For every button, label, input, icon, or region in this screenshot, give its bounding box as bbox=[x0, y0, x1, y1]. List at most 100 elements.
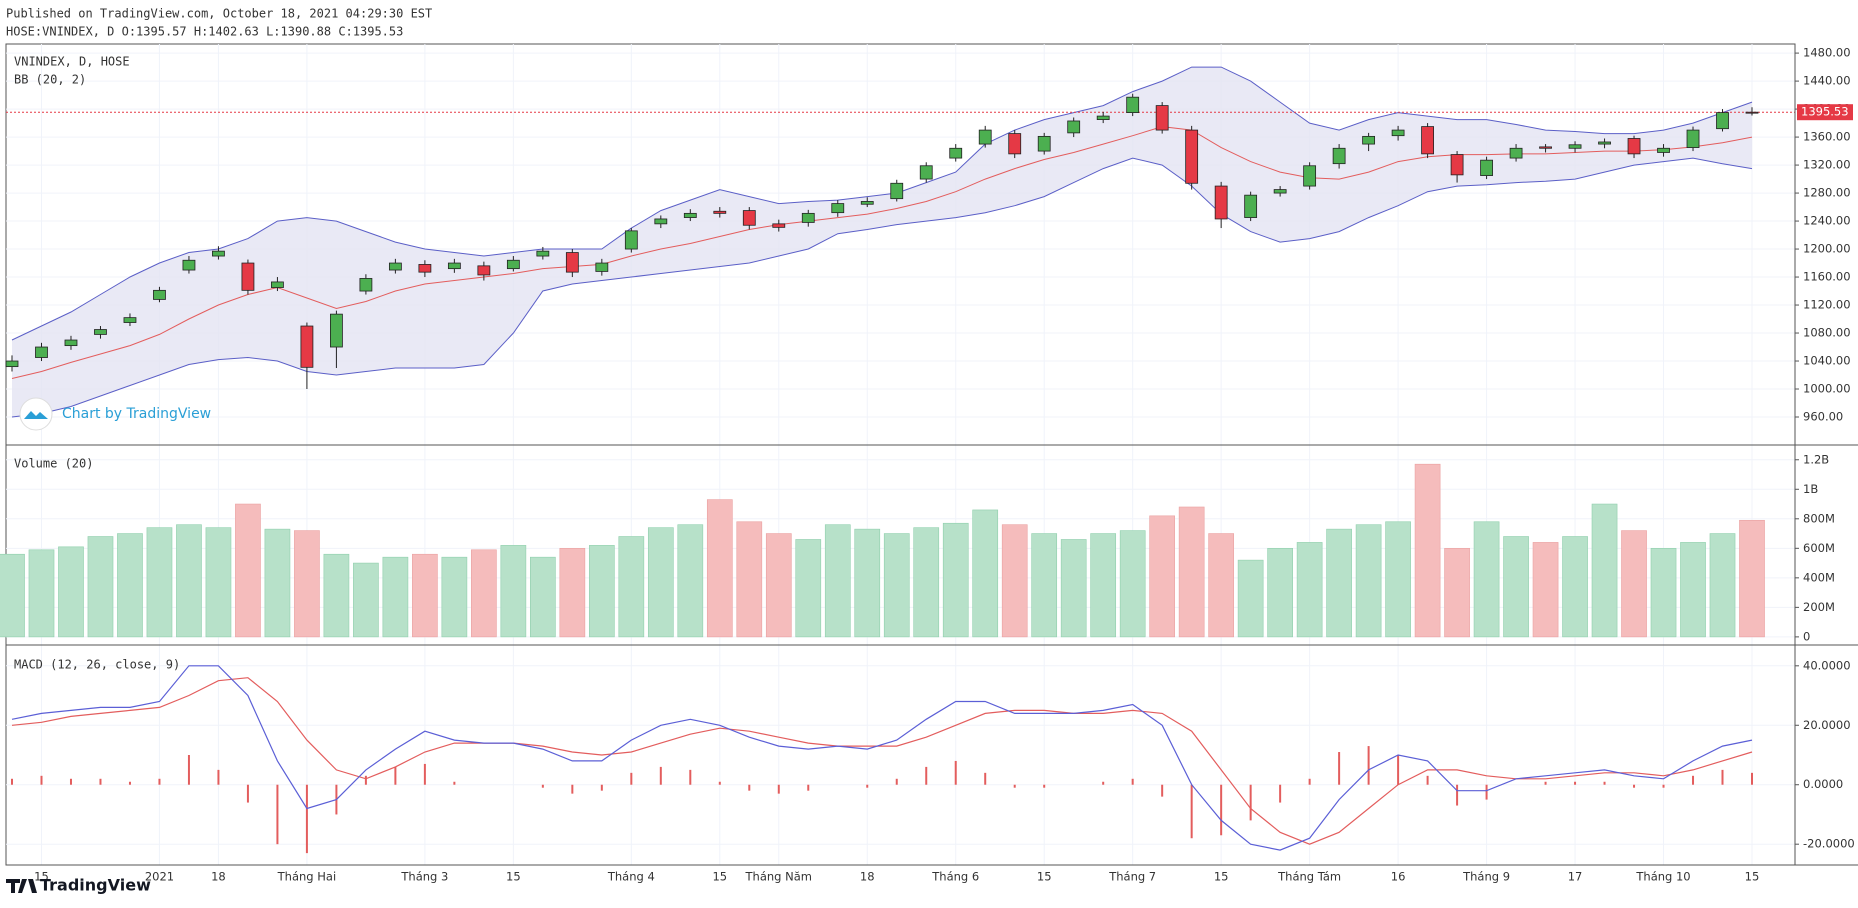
volume-bar bbox=[117, 533, 143, 638]
x-tick-label: 2021 bbox=[145, 870, 174, 884]
signal-line bbox=[11, 677, 1753, 845]
y-tick-label: 1160.00 bbox=[1803, 270, 1851, 284]
candle-body bbox=[153, 289, 166, 300]
candle-body bbox=[241, 262, 255, 291]
volume-bar bbox=[618, 536, 645, 638]
volume-bar bbox=[294, 530, 320, 638]
y-tick-label: 1080.00 bbox=[1803, 326, 1851, 340]
volume-bar bbox=[854, 528, 881, 638]
candle-body bbox=[683, 212, 697, 218]
y-tick-label: 0.0000 bbox=[1803, 777, 1843, 791]
candle-body bbox=[94, 329, 107, 335]
candle-body bbox=[831, 203, 845, 214]
candle-body bbox=[1244, 194, 1258, 218]
watermark-text[interactable]: Chart by TradingView bbox=[62, 406, 211, 422]
volume-bar bbox=[1414, 463, 1441, 638]
y-tick-label: 40.0000 bbox=[1803, 658, 1851, 672]
x-tick-label: Tháng Tám bbox=[1277, 870, 1341, 884]
y-tick-label: -20.0000 bbox=[1803, 837, 1855, 851]
volume-bar bbox=[0, 553, 25, 638]
y-tick-label: 1120.00 bbox=[1803, 298, 1851, 312]
quote-line: HOSE:VNINDEX, D O:1395.57 H:1402.63 L:13… bbox=[6, 25, 403, 39]
candle-body bbox=[890, 182, 904, 200]
x-tick-label: 15 bbox=[1214, 870, 1229, 884]
candle-body bbox=[506, 259, 520, 270]
candle-body bbox=[212, 250, 225, 257]
candle-body bbox=[1657, 147, 1670, 153]
pane-title: MACD (12, 26, close, 9) bbox=[14, 658, 180, 672]
volume-bar bbox=[1001, 524, 1028, 638]
y-tick-label: 20.0000 bbox=[1803, 718, 1851, 732]
x-tick-label: 18 bbox=[211, 870, 226, 884]
indicator-title: BB (20, 2) bbox=[14, 73, 86, 87]
x-tick-label: Tháng 4 bbox=[607, 870, 655, 884]
candle-body bbox=[978, 129, 992, 145]
volume-bar bbox=[883, 533, 910, 638]
candle-body bbox=[1539, 146, 1552, 149]
candle-body bbox=[64, 339, 78, 347]
candle-body bbox=[860, 201, 874, 205]
candle-body bbox=[1745, 111, 1759, 114]
volume-bar bbox=[1473, 521, 1500, 638]
volume-bar bbox=[1444, 548, 1470, 638]
candle-body bbox=[1362, 135, 1376, 145]
x-tick-label: Tháng 7 bbox=[1108, 870, 1156, 884]
candle-body bbox=[1509, 147, 1523, 159]
volume-bar bbox=[1739, 519, 1765, 638]
brand-text[interactable]: TradingView bbox=[40, 876, 151, 895]
volume-bar bbox=[176, 524, 202, 638]
candle-body bbox=[1716, 112, 1729, 130]
candle-body bbox=[123, 317, 137, 323]
candle-body bbox=[1568, 144, 1582, 149]
last-price-box bbox=[1797, 104, 1853, 121]
volume-bar bbox=[1326, 528, 1352, 638]
volume-bar bbox=[1355, 524, 1382, 638]
plot-layer: 15 2021 18 Tháng Hai Tháng 3 15 Tháng 4 15 Tháng… bbox=[0, 44, 1855, 884]
pane-title: Volume (20) bbox=[14, 457, 93, 471]
volume-bar bbox=[1119, 530, 1146, 638]
volume-bar bbox=[471, 549, 497, 638]
x-tick-label: Tháng 3 bbox=[400, 870, 448, 884]
volume-bar bbox=[412, 553, 438, 638]
x-tick-label: 15 bbox=[34, 870, 49, 884]
x-tick-label: Tháng 6 bbox=[931, 870, 979, 884]
candle-body bbox=[565, 252, 579, 273]
band-line bbox=[11, 157, 1753, 418]
volume-bar bbox=[235, 503, 261, 638]
volume-bar bbox=[706, 499, 733, 638]
y-tick-label: 600M bbox=[1803, 541, 1835, 555]
volume-bar bbox=[913, 527, 940, 638]
candle-body bbox=[1421, 126, 1434, 155]
volume-bar bbox=[1562, 536, 1588, 638]
watermark[interactable]: Chart by TradingView bbox=[19, 397, 211, 431]
volume-bar bbox=[677, 524, 704, 638]
watermark-icon bbox=[24, 411, 48, 419]
volume-bar bbox=[1149, 515, 1176, 638]
candle-body bbox=[1273, 189, 1287, 194]
candle-body bbox=[1303, 165, 1317, 187]
volume-bar bbox=[1178, 506, 1205, 638]
candle-body bbox=[35, 346, 48, 358]
y-tick-label: 1280.00 bbox=[1803, 186, 1851, 200]
brand[interactable]: TradingView bbox=[6, 876, 151, 895]
candle-body bbox=[772, 223, 786, 228]
x-tick-label: 17 bbox=[1568, 870, 1583, 884]
candle-body bbox=[595, 262, 609, 272]
volume-bar bbox=[530, 556, 556, 638]
candle-body bbox=[300, 325, 314, 368]
volume-bar bbox=[1385, 521, 1411, 638]
candle-body bbox=[1067, 120, 1081, 134]
candle-body bbox=[536, 250, 550, 257]
candle-body bbox=[1480, 159, 1493, 176]
volume-bar bbox=[382, 556, 409, 638]
y-tick-label: 400M bbox=[1803, 570, 1835, 584]
last-price-label: 1395.53 bbox=[1801, 105, 1849, 119]
x-tick-label: Tháng Năm bbox=[745, 870, 812, 884]
volume-bar bbox=[1060, 539, 1087, 638]
candle-body bbox=[447, 262, 461, 270]
y-tick-label: 800M bbox=[1803, 511, 1835, 525]
candle-body bbox=[1332, 147, 1346, 165]
candle-body bbox=[742, 210, 756, 226]
